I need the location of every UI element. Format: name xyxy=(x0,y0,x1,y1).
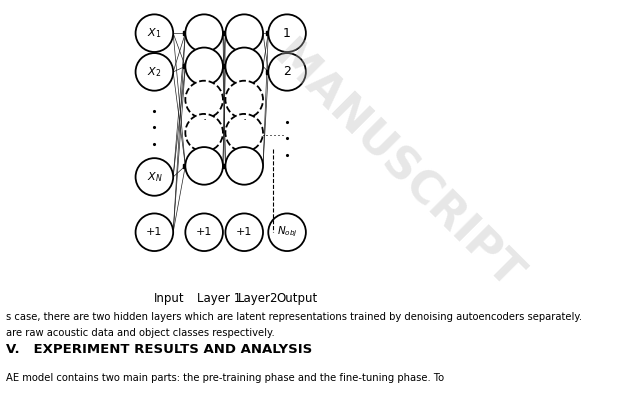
Text: AE model contains two main parts: the pre-training phase and the fine-tuning pha: AE model contains two main parts: the pr… xyxy=(6,373,445,383)
Text: $X_2$: $X_2$ xyxy=(147,65,161,79)
Circle shape xyxy=(225,48,263,85)
Text: 2: 2 xyxy=(283,66,291,78)
Text: 1: 1 xyxy=(283,27,291,40)
Text: Layer2: Layer2 xyxy=(238,292,278,305)
Circle shape xyxy=(225,114,263,152)
Text: :: : xyxy=(202,110,206,123)
Circle shape xyxy=(225,14,263,52)
Text: are raw acoustic data and object classes respectively.: are raw acoustic data and object classes… xyxy=(6,328,275,337)
Circle shape xyxy=(268,14,306,52)
Circle shape xyxy=(186,48,223,85)
Circle shape xyxy=(186,147,223,185)
Text: :: : xyxy=(242,110,246,123)
Text: Input: Input xyxy=(154,292,185,305)
Text: +1: +1 xyxy=(146,227,163,237)
Circle shape xyxy=(136,14,173,52)
Circle shape xyxy=(225,147,263,185)
Text: Output: Output xyxy=(276,292,317,305)
Circle shape xyxy=(268,53,306,91)
Text: MANUSCRIPT: MANUSCRIPT xyxy=(264,35,529,299)
Circle shape xyxy=(186,214,223,251)
Circle shape xyxy=(136,53,173,91)
Text: $N_{obj}$: $N_{obj}$ xyxy=(276,225,298,239)
Text: $X_1$: $X_1$ xyxy=(147,26,161,40)
Circle shape xyxy=(225,214,263,251)
Text: $X_N$: $X_N$ xyxy=(147,170,162,184)
Text: s case, there are two hidden layers which are latent representations trained by : s case, there are two hidden layers whic… xyxy=(6,312,582,322)
Circle shape xyxy=(268,214,306,251)
Circle shape xyxy=(186,81,223,118)
Text: Layer 1: Layer 1 xyxy=(197,292,241,305)
Text: +1: +1 xyxy=(196,227,212,237)
Text: ......: ...... xyxy=(261,126,285,139)
Circle shape xyxy=(136,158,173,196)
Circle shape xyxy=(186,114,223,152)
Text: V.   EXPERIMENT RESULTS AND ANALYSIS: V. EXPERIMENT RESULTS AND ANALYSIS xyxy=(6,343,313,357)
Circle shape xyxy=(186,14,223,52)
Text: +1: +1 xyxy=(236,227,252,237)
Circle shape xyxy=(225,81,263,118)
Circle shape xyxy=(136,214,173,251)
